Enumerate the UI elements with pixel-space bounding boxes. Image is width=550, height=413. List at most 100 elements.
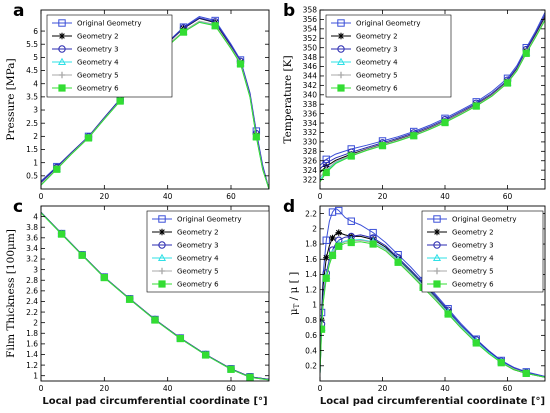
legend-marker: [337, 45, 345, 53]
legend-marker: [433, 228, 441, 236]
legend-marker: [158, 215, 166, 223]
legend-box: [421, 210, 544, 293]
legend-entry: Geometry 6: [356, 85, 398, 93]
x-tick-label: 40: [440, 192, 450, 201]
x-tick-label: 60: [226, 384, 236, 393]
series-group: [320, 12, 545, 183]
legend-entry: Geometry 6: [452, 281, 494, 289]
legend-entry: Geometry 5: [177, 268, 219, 276]
y-tick-label: 330: [303, 138, 318, 147]
data-point: [522, 49, 530, 57]
legend-marker: [433, 267, 441, 275]
x-tick-label: 40: [163, 384, 173, 393]
series-line-6: [320, 241, 545, 378]
legend-marker: [433, 215, 441, 223]
y-tick-label: 352: [303, 34, 318, 43]
y-tick-label: 3: [33, 265, 38, 274]
series-line-3: [320, 234, 545, 378]
y-tick-label: 1.2: [26, 361, 38, 370]
panel-letter-d: d: [283, 197, 295, 217]
data-point: [347, 238, 355, 247]
plot-frame: [319, 9, 546, 190]
data-point: [179, 28, 188, 36]
data-point: [53, 165, 61, 173]
y-tick-label: 6: [33, 27, 38, 36]
y-tick-label: 322: [303, 175, 318, 184]
panel-d: d 0 20 40 60 0.2 0.4 0.6 0.8 1 1.2 1.4 1.6 1.8 2 2.2 μT …: [283, 197, 546, 407]
legend-box: [325, 14, 452, 98]
panel-letter-a: a: [13, 1, 24, 21]
data-point: [100, 273, 108, 282]
data-point: [246, 373, 254, 381]
x-axis-title: Local pad circumferential coordinate [°]: [42, 396, 267, 407]
y-tick-label: 4: [33, 212, 38, 221]
data-point: [394, 258, 402, 266]
legend-entry: Geometry 2: [452, 229, 494, 237]
y-tick-label: 3.8: [26, 223, 38, 232]
legend-marker: [158, 267, 166, 275]
legend: Original Geometry Geometry 2 Geometry 3 Geo…: [421, 210, 544, 293]
data-point: [227, 365, 235, 373]
y-tick-label: 1: [33, 371, 38, 380]
legend-marker: [336, 57, 346, 66]
y-tick-label: 4.5: [26, 66, 38, 75]
y-tick-label: 328: [303, 147, 318, 156]
legend-marker: [158, 228, 166, 236]
legend-entry: Original Geometry: [356, 20, 421, 28]
legend-entry: Geometry 4: [452, 255, 494, 263]
data-point: [335, 229, 342, 236]
x-tick-label: 60: [503, 384, 513, 393]
y-tick-label: 356: [303, 15, 318, 24]
y-tick-label: 2.6: [26, 287, 38, 296]
data-point: [522, 369, 530, 377]
legend-entry: Original Geometry: [77, 20, 142, 28]
y-tick-label: 334: [303, 119, 318, 128]
panel-letter-b: b: [283, 1, 295, 21]
y-tick-label: 2: [33, 318, 38, 327]
data-point: [211, 22, 219, 30]
y-tick-label: 5: [33, 53, 38, 62]
y-tick-label: 346: [303, 62, 318, 71]
y-axis-title: Pressure [MPa]: [5, 58, 17, 140]
y-axis-title: μT / μ [ ]: [288, 272, 301, 315]
legend-marker: [57, 57, 67, 66]
legend-marker: [433, 241, 441, 249]
y-tick-label: 324: [303, 166, 318, 175]
y-tick-label: 2.5: [26, 119, 38, 128]
legend-marker: [337, 84, 345, 92]
data-point: [328, 251, 337, 260]
data-point: [335, 206, 343, 215]
y-tick-label: 4: [33, 79, 38, 88]
x-tick-label: 40: [163, 192, 173, 201]
legend-entry: Geometry 4: [356, 59, 398, 67]
legend-entry: Geometry 5: [356, 72, 398, 80]
data-point: [322, 236, 330, 244]
data-point: [369, 240, 377, 248]
y-tick-label: 3.2: [26, 255, 38, 264]
y-tick-label: 3.4: [26, 244, 38, 253]
legend-marker: [158, 280, 166, 288]
y-tick-label: 326: [303, 156, 318, 165]
data-point: [347, 152, 355, 160]
x-tick-label: 60: [226, 192, 236, 201]
legend-entry: Original Geometry: [177, 216, 242, 224]
legend-box: [146, 210, 270, 293]
legend: Original Geometry Geometry 2 Geometry 3 Geo…: [325, 14, 452, 98]
data-point: [444, 310, 452, 318]
data-point: [378, 142, 387, 150]
data-point: [126, 295, 134, 303]
plot-frame: [319, 205, 546, 382]
legend-entry: Geometry 3: [356, 46, 398, 54]
data-point: [236, 60, 245, 68]
data-point: [176, 334, 184, 343]
legend-marker: [58, 84, 66, 92]
y-tick-label: 1: [312, 301, 317, 310]
y-tick-label: 5.5: [26, 40, 38, 49]
plot-frame: [40, 205, 270, 382]
legend-marker: [432, 253, 442, 262]
y-tick-label: 0.2: [305, 361, 317, 370]
data-point: [441, 118, 449, 127]
data-point: [472, 102, 480, 110]
series-group: [41, 212, 269, 381]
y-tick-label: 342: [303, 81, 318, 90]
